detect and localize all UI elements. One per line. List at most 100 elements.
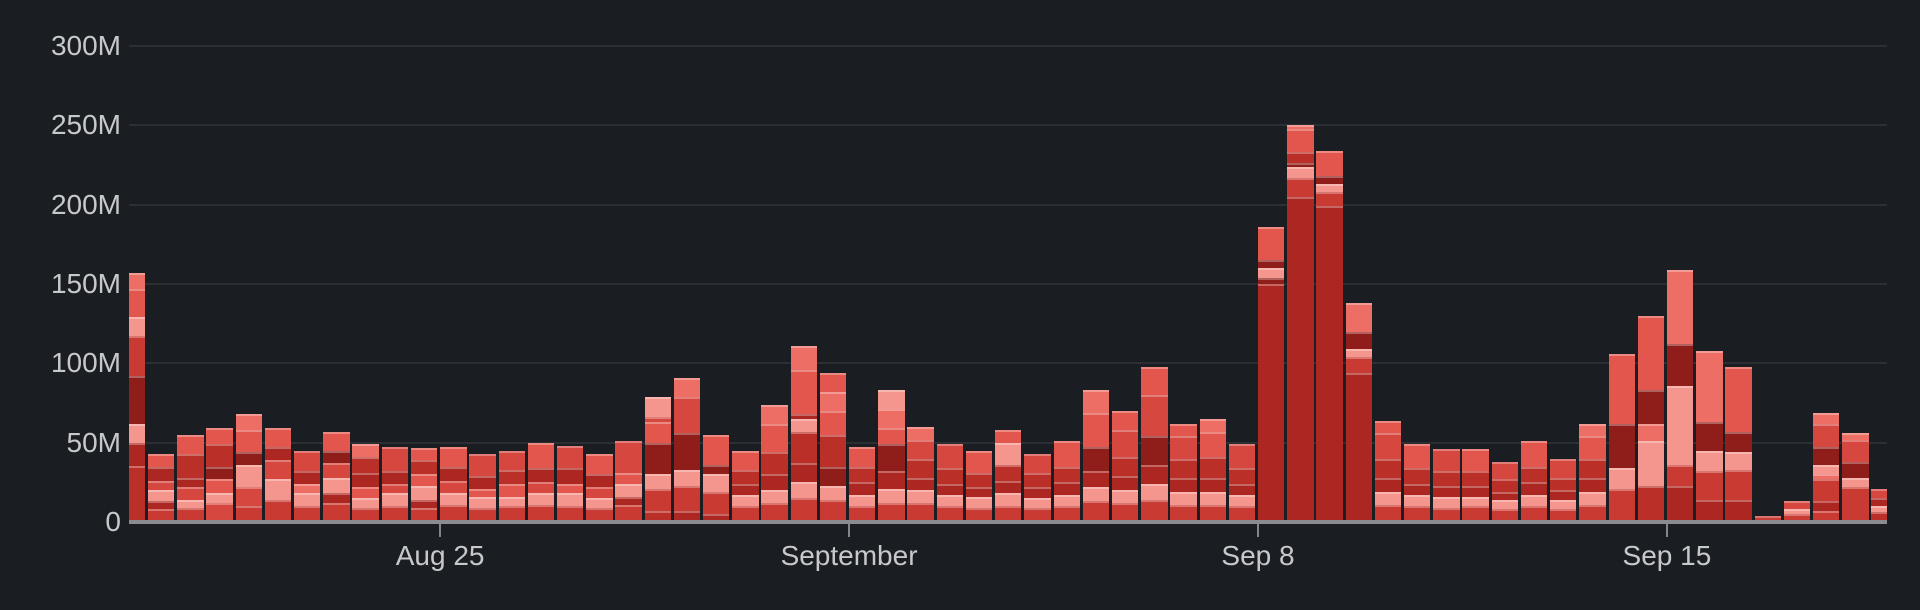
bar-segment[interactable] bbox=[294, 493, 321, 507]
bar-segment[interactable] bbox=[1345, 303, 1372, 332]
bar-segment[interactable] bbox=[1404, 506, 1431, 522]
bar-segment[interactable] bbox=[849, 447, 876, 467]
bar-segment[interactable] bbox=[965, 472, 993, 488]
bar[interactable] bbox=[1024, 452, 1051, 522]
bar[interactable] bbox=[1871, 487, 1887, 522]
bar-segment[interactable] bbox=[1783, 501, 1811, 510]
bar-segment[interactable] bbox=[410, 507, 438, 522]
bar-segment[interactable] bbox=[1287, 163, 1314, 167]
bar-segment[interactable] bbox=[761, 423, 788, 453]
bar-segment[interactable] bbox=[1404, 444, 1431, 469]
bar[interactable] bbox=[1345, 301, 1372, 522]
bar[interactable] bbox=[381, 445, 409, 522]
bar-segment[interactable] bbox=[381, 447, 409, 472]
bar-segment[interactable] bbox=[1082, 412, 1110, 448]
bar-segment[interactable] bbox=[294, 471, 321, 484]
bar-segment[interactable] bbox=[1725, 366, 1752, 432]
bar-segment[interactable] bbox=[644, 474, 671, 489]
bar-segment[interactable] bbox=[1345, 372, 1372, 522]
bar-segment[interactable] bbox=[1812, 423, 1840, 448]
bar-segment[interactable] bbox=[703, 491, 730, 515]
bar-segment[interactable] bbox=[849, 495, 876, 507]
bar-segment[interactable] bbox=[1404, 468, 1431, 484]
bar-segment[interactable] bbox=[615, 441, 642, 473]
bar-segment[interactable] bbox=[586, 474, 613, 488]
bar-segment[interactable] bbox=[586, 498, 613, 508]
bar-segment[interactable] bbox=[819, 410, 847, 435]
bar-segment[interactable] bbox=[440, 504, 467, 522]
bar[interactable] bbox=[1316, 149, 1343, 522]
bar-segment[interactable] bbox=[615, 504, 642, 522]
bar-segment[interactable] bbox=[498, 506, 525, 522]
bar-segment[interactable] bbox=[498, 483, 525, 497]
bar-segment[interactable] bbox=[878, 444, 905, 472]
bar[interactable] bbox=[129, 271, 146, 522]
bar-segment[interactable] bbox=[819, 434, 847, 467]
bar[interactable] bbox=[1141, 365, 1168, 522]
bar[interactable] bbox=[235, 412, 263, 522]
bar-segment[interactable] bbox=[469, 476, 496, 489]
bar-segment[interactable] bbox=[498, 496, 525, 507]
bar-segment[interactable] bbox=[907, 502, 934, 522]
bar-segment[interactable] bbox=[1462, 449, 1489, 472]
bar-segment[interactable] bbox=[498, 469, 525, 484]
bar-segment[interactable] bbox=[1812, 447, 1840, 465]
bar-segment[interactable] bbox=[1024, 453, 1051, 473]
bar-segment[interactable] bbox=[936, 468, 964, 484]
bar-segment[interactable] bbox=[1637, 315, 1665, 391]
bar-segment[interactable] bbox=[1666, 269, 1694, 345]
bar-segment[interactable] bbox=[148, 453, 175, 467]
bar-segment[interactable] bbox=[819, 485, 847, 500]
bar-segment[interactable] bbox=[264, 460, 292, 480]
bar-segment[interactable] bbox=[1024, 507, 1051, 522]
bar[interactable] bbox=[1287, 123, 1314, 522]
bar-segment[interactable] bbox=[673, 510, 701, 522]
bar-segment[interactable] bbox=[936, 495, 964, 507]
bar-segment[interactable] bbox=[1520, 506, 1548, 522]
bar-segment[interactable] bbox=[1696, 422, 1723, 451]
bar-segment[interactable] bbox=[1696, 471, 1723, 500]
bar-segment[interactable] bbox=[556, 506, 584, 522]
bar-segment[interactable] bbox=[1082, 501, 1110, 522]
bar-segment[interactable] bbox=[264, 479, 292, 500]
bar-segment[interactable] bbox=[129, 336, 146, 377]
bar[interactable] bbox=[1842, 431, 1869, 522]
bar[interactable] bbox=[673, 376, 701, 522]
bar-segment[interactable] bbox=[440, 493, 467, 505]
bar-segment[interactable] bbox=[1141, 464, 1168, 484]
bar-segment[interactable] bbox=[703, 464, 730, 475]
bar-segment[interactable] bbox=[1170, 436, 1197, 459]
bar-segment[interactable] bbox=[1228, 444, 1256, 469]
bar-segment[interactable] bbox=[1345, 357, 1372, 373]
bar-segment[interactable] bbox=[790, 414, 818, 419]
bar-segment[interactable] bbox=[586, 453, 613, 475]
bar-segment[interactable] bbox=[1666, 344, 1694, 386]
bar-segment[interactable] bbox=[129, 376, 146, 424]
bar[interactable] bbox=[498, 449, 525, 522]
bar-segment[interactable] bbox=[1871, 512, 1887, 522]
bar-segment[interactable] bbox=[1374, 477, 1402, 492]
bar-segment[interactable] bbox=[673, 433, 701, 470]
bar-segment[interactable] bbox=[1608, 423, 1635, 469]
bar-segment[interactable] bbox=[1024, 472, 1051, 488]
bar-segment[interactable] bbox=[352, 444, 379, 457]
bar-segment[interactable] bbox=[1608, 353, 1635, 424]
bar[interactable] bbox=[790, 344, 818, 522]
bar-segment[interactable] bbox=[556, 493, 584, 507]
bar-segment[interactable] bbox=[352, 487, 379, 499]
bar[interactable] bbox=[148, 452, 175, 522]
bar-segment[interactable] bbox=[1520, 482, 1548, 496]
bar-segment[interactable] bbox=[206, 493, 233, 503]
bar-segment[interactable] bbox=[1550, 499, 1577, 510]
bar-segment[interactable] bbox=[1082, 390, 1110, 413]
bar-segment[interactable] bbox=[1141, 483, 1168, 500]
bar[interactable] bbox=[1228, 442, 1256, 522]
bar-segment[interactable] bbox=[177, 434, 204, 454]
bar-segment[interactable] bbox=[1082, 487, 1110, 502]
bar-segment[interactable] bbox=[1170, 477, 1197, 492]
bar-segment[interactable] bbox=[1199, 456, 1226, 478]
bar-segment[interactable] bbox=[129, 272, 146, 289]
bar-segment[interactable] bbox=[129, 288, 146, 318]
bar-segment[interactable] bbox=[1024, 498, 1051, 508]
bar-segment[interactable] bbox=[1725, 431, 1752, 453]
